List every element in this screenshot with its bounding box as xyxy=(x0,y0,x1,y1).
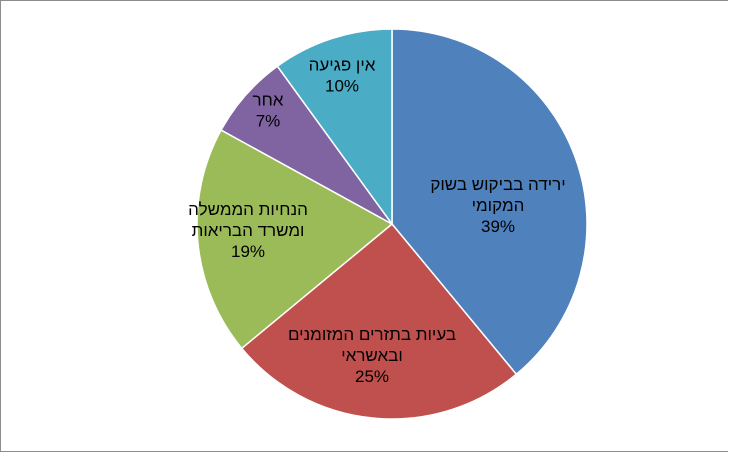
pie-slice-2 xyxy=(240,222,518,420)
slice-percent-label: 39% xyxy=(481,217,515,236)
slice-category-label: ובאשראי xyxy=(341,346,403,365)
slice-category-label: ומשרד הבריאות xyxy=(192,221,305,240)
pie-labels: ירידה בביקוש בשוק המקומי 39% בעיות בתזרים ה… xyxy=(188,56,566,387)
slice-category-label: הנחיות הממשלה xyxy=(188,200,308,219)
slice-category-label: המקומי xyxy=(472,196,525,215)
pie-slice-label-3: הנחיות הממשלה ומשרד הבריאות 19% xyxy=(188,200,308,261)
slice-category-label: אחר xyxy=(253,91,284,110)
pie-slice-label-2: בעיות בתזרים המזומנים ובאשראי 25% xyxy=(288,325,456,386)
slice-category-label: ירידה בביקוש בשוק xyxy=(430,175,565,194)
pie-slice-1 xyxy=(391,28,588,376)
pie-slice-label-5: אין פגיעה 10% xyxy=(309,56,376,96)
slice-percent-label: 7% xyxy=(256,112,281,131)
slice-percent-label: 19% xyxy=(231,242,265,261)
pie-slices xyxy=(196,28,588,420)
slice-percent-label: 10% xyxy=(325,77,359,96)
pie-slice-label-4: אחר 7% xyxy=(253,91,284,131)
pie-slice-5 xyxy=(276,28,393,227)
pie-slice-3 xyxy=(196,129,394,350)
slice-category-label: אין פגיעה xyxy=(309,56,376,75)
slice-category-label: בעיות בתזרים המזומנים xyxy=(288,325,456,344)
pie-slice-label-1: ירידה בביקוש בשוק המקומי 39% xyxy=(430,175,565,236)
slice-percent-label: 25% xyxy=(355,367,389,386)
